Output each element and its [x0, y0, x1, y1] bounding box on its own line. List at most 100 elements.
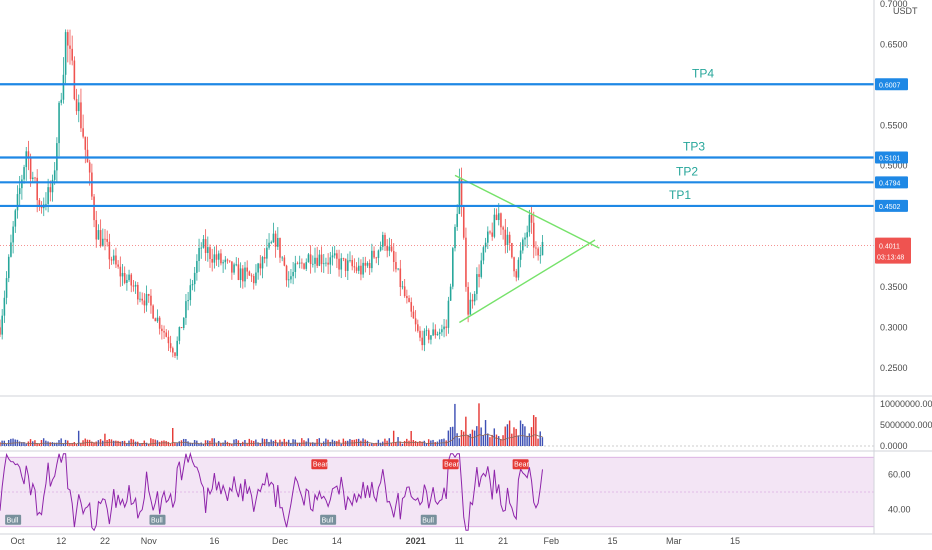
- candle-body: [174, 352, 176, 356]
- candle-body: [395, 262, 397, 270]
- volume-bar: [500, 439, 502, 446]
- candle-body: [45, 203, 47, 205]
- volume-bar: [419, 441, 421, 446]
- candle-body: [34, 177, 36, 179]
- bear-signal-label: Bear: [313, 462, 328, 469]
- candle-body: [412, 311, 415, 319]
- volume-bar: [178, 441, 181, 446]
- volume-bar: [7, 440, 10, 446]
- candle-body: [487, 231, 489, 243]
- candle-body: [362, 262, 364, 275]
- triangle-upper-line[interactable]: [454, 174, 600, 249]
- candle-body: [82, 128, 84, 137]
- candle-body: [443, 326, 445, 330]
- candle-body: [495, 214, 498, 221]
- volume-bar: [296, 442, 299, 446]
- volume-bar: [34, 440, 36, 446]
- candle-body: [318, 254, 321, 266]
- candle-body: [191, 284, 194, 286]
- volume-bar: [427, 439, 430, 446]
- volume-bar: [318, 438, 321, 446]
- volume-bar: [77, 430, 80, 446]
- volume-bar: [259, 443, 261, 446]
- candle-body: [112, 255, 115, 261]
- candle-body: [187, 300, 189, 302]
- volume-bar: [541, 437, 544, 446]
- price-tick-label: 0.3500: [880, 282, 908, 292]
- candle-body: [511, 242, 513, 258]
- volume-bar: [283, 438, 286, 446]
- volume-tick-label: 5000000.0000: [880, 420, 932, 430]
- candle-body: [506, 234, 509, 246]
- volume-bar: [495, 434, 498, 446]
- volume-bar: [119, 441, 121, 446]
- candle-body: [110, 259, 113, 261]
- candle-body: [355, 267, 358, 271]
- candle-body: [541, 241, 544, 256]
- candle-body: [522, 239, 524, 251]
- candle-body: [467, 286, 469, 315]
- volume-bar: [417, 442, 419, 446]
- candle-body: [484, 242, 487, 248]
- volume-bar: [314, 442, 316, 446]
- candle-body: [242, 268, 244, 282]
- volume-bar: [266, 438, 268, 446]
- candle-body: [296, 263, 299, 265]
- rsi-pane[interactable]: Bull Bull Bear Bull Bull Bear Bear: [0, 451, 874, 532]
- volume-bar: [305, 441, 307, 446]
- target-lines[interactable]: TP4 TP3 TP2 TP1: [0, 66, 874, 208]
- volume-bar: [29, 439, 32, 446]
- volume-bar: [336, 441, 338, 446]
- volume-bar: [375, 442, 377, 446]
- candle-body: [167, 336, 170, 344]
- candle-body: [259, 263, 262, 269]
- bull-signal-label: Bull: [422, 517, 434, 524]
- volume-bar: [384, 438, 386, 446]
- volume-bar: [38, 443, 41, 446]
- candle-body: [115, 255, 117, 265]
- volume-bar: [476, 426, 478, 446]
- candle-body: [185, 301, 187, 318]
- candle-body: [460, 178, 463, 208]
- candle-body: [231, 261, 233, 273]
- candle-body: [320, 254, 323, 265]
- candle-body: [252, 276, 255, 284]
- volume-bar: [277, 442, 279, 446]
- candle-body: [430, 335, 432, 340]
- volume-pane[interactable]: [0, 403, 874, 447]
- volume-bar: [395, 442, 397, 446]
- candle-body: [102, 238, 104, 247]
- candle-body: [290, 276, 292, 280]
- volume-bar: [64, 439, 67, 446]
- volume-bar: [99, 439, 102, 446]
- volume-bar: [478, 403, 480, 446]
- quote-currency-label: USDT: [893, 6, 918, 16]
- candle-body: [530, 214, 533, 223]
- price-pane[interactable]: [0, 0, 874, 396]
- volume-bar: [169, 443, 172, 446]
- price-plot-area[interactable]: [0, 0, 874, 396]
- volume-bar: [316, 439, 318, 446]
- triangle-lower-line[interactable]: [459, 239, 596, 324]
- volume-bar: [49, 442, 51, 446]
- candle-body: [399, 268, 402, 287]
- candle-body: [123, 273, 126, 283]
- volume-bar: [465, 416, 467, 446]
- rsi-line: [0, 451, 543, 532]
- volume-bar: [515, 428, 517, 446]
- volume-bar: [47, 441, 49, 446]
- candle-body: [535, 247, 537, 249]
- symmetrical-triangle-drawing[interactable]: [454, 174, 600, 324]
- candle-body: [489, 231, 491, 233]
- candle-body: [502, 227, 504, 230]
- candle-body: [519, 250, 522, 260]
- candle-body: [266, 247, 268, 259]
- candle-body: [233, 264, 235, 273]
- volume-bar: [231, 443, 233, 446]
- target-price-label: 0.4502: [879, 204, 901, 211]
- candle-body: [51, 179, 54, 193]
- candle-body: [73, 60, 76, 100]
- candle-body: [7, 256, 10, 279]
